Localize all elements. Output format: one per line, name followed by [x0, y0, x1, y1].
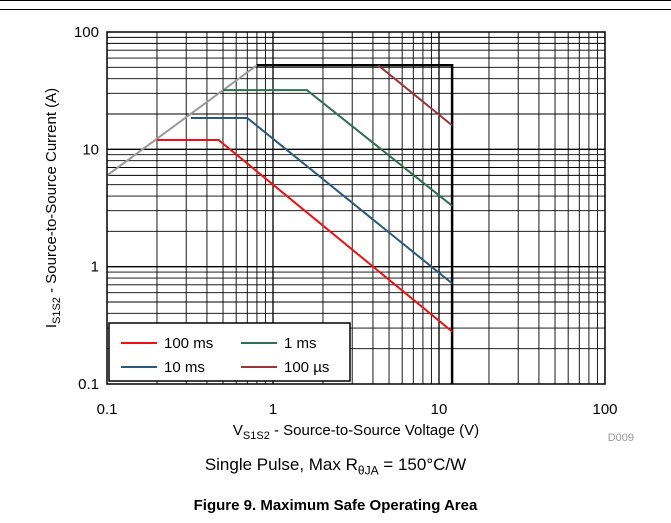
series-line-2	[190, 117, 453, 285]
series-line-0	[157, 139, 453, 333]
legend-label: 1 ms	[284, 335, 317, 352]
plot-frame	[106, 31, 606, 385]
y-axis-label: IS1S2 - Source-to-Source Current (A)	[43, 88, 63, 328]
series-line-3	[377, 64, 453, 127]
series-line-1	[223, 89, 453, 207]
x-axis-label-subscript: S1S2	[243, 430, 270, 442]
legend-label: 100 µs	[284, 359, 329, 376]
series-lines	[106, 64, 454, 384]
tick-labels: 0.1 1 10 100 100 10 1 0.1	[74, 24, 618, 418]
safe-operating-area-chart: 0.1 1 10 100 100 10 1 0.1 100 ms 1 ms 10 ms 100 µs…	[43, 24, 634, 444]
x-tick-label: 100	[592, 401, 617, 418]
y-tick-label: 100	[74, 24, 99, 41]
x-tick-label: 0.1	[97, 401, 118, 418]
legend: 100 ms 1 ms 10 ms 100 µs	[108, 322, 351, 382]
x-tick-label: 1	[269, 401, 277, 418]
safe-operating-boundary-line	[256, 64, 454, 384]
rds-on-limit-line	[106, 64, 258, 177]
header-rule	[0, 9, 671, 10]
figure-caption: Figure 9. Maximum Safe Operating Area	[193, 497, 478, 514]
x-axis-label: VS1S2 - Source-to-Source Voltage (V)	[233, 422, 479, 442]
condition-subscript: θJA	[357, 463, 379, 478]
grid-layer	[107, 32, 605, 384]
y-tick-label: 10	[82, 141, 99, 158]
x-tick-label: 10	[431, 401, 448, 418]
y-tick-label: 1	[91, 259, 99, 276]
top-rule	[0, 0, 671, 1]
y-axis-label-subscript: S1S2	[51, 297, 63, 324]
y-tick-label: 0.1	[78, 376, 99, 393]
test-condition-caption: Single Pulse, Max RθJA = 150°C/W	[204, 455, 467, 478]
legend-box	[108, 322, 351, 382]
legend-label: 10 ms	[164, 359, 205, 376]
figure-code: D009	[608, 432, 634, 444]
legend-label: 100 ms	[164, 335, 213, 352]
